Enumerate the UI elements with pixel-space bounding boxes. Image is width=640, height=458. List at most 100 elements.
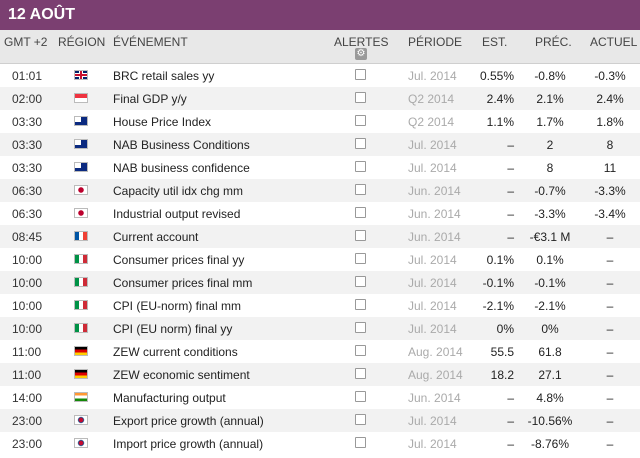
event-period: Jul. 2014 [408, 161, 457, 175]
alert-checkbox[interactable] [355, 115, 366, 126]
event-actual: -3.3% [594, 184, 626, 198]
event-time: 10:00 [12, 299, 43, 313]
table-row[interactable]: 06:30 Industrial output revised Jun. 2014 –… [0, 202, 640, 225]
event-estimate: 2.4% [486, 92, 514, 106]
event-period: Jul. 2014 [408, 322, 457, 336]
header-est[interactable]: EST. [482, 35, 508, 49]
alert-checkbox[interactable] [355, 368, 366, 379]
event-estimate: 55.5 [490, 345, 514, 359]
event-name[interactable]: Manufacturing output [113, 391, 226, 405]
event-name[interactable]: CPI (EU norm) final yy [113, 322, 233, 336]
gear-icon[interactable]: ⚙ [355, 48, 367, 60]
header-actual[interactable]: ACTUEL [590, 35, 638, 49]
table-row[interactable]: 03:30 House Price Index Q2 2014 1.1% 1.7% 1.8… [0, 110, 640, 133]
header-region[interactable]: RÉGION [58, 35, 106, 49]
event-name[interactable]: Current account [113, 230, 199, 244]
table-row[interactable]: 23:00 Export price growth (annual) Jul. 20… [0, 409, 640, 432]
alert-checkbox[interactable] [355, 207, 366, 218]
table-row[interactable]: 10:00 Consumer prices final yy Jul. 2014 0.… [0, 248, 640, 271]
event-name[interactable]: ZEW current conditions [113, 345, 238, 359]
event-name[interactable]: CPI (EU-norm) final mm [113, 299, 242, 313]
alert-checkbox[interactable] [355, 345, 366, 356]
event-estimate: 0.1% [486, 253, 514, 267]
alert-checkbox[interactable] [355, 92, 366, 103]
table-row[interactable]: 06:30 Capacity util idx chg mm Jun. 2014 – -… [0, 179, 640, 202]
alert-checkbox[interactable] [355, 322, 366, 333]
japan-flag-icon [74, 208, 88, 218]
header-period[interactable]: PÉRIODE [408, 35, 463, 49]
event-time: 23:00 [12, 437, 43, 451]
event-name[interactable]: Consumer prices final yy [113, 253, 245, 267]
header-prev[interactable]: PRÉC. [535, 35, 572, 49]
event-name[interactable]: Export price growth (annual) [113, 414, 264, 428]
event-name[interactable]: BRC retail sales yy [113, 69, 215, 83]
event-name[interactable]: House Price Index [113, 115, 212, 129]
alert-checkbox[interactable] [355, 69, 366, 80]
alert-checkbox[interactable] [355, 161, 366, 172]
event-time: 02:00 [12, 92, 43, 106]
event-previous: -0.8% [534, 69, 566, 83]
table-row[interactable]: 03:30 NAB Business Conditions Jul. 2014 – 2 8 [0, 133, 640, 156]
event-time: 11:00 [12, 368, 42, 382]
date-banner: 12 AOÛT [0, 0, 640, 30]
event-previous: 0.1% [536, 253, 564, 267]
event-previous: -0.1% [534, 276, 566, 290]
event-name[interactable]: Final GDP y/y [113, 92, 187, 106]
event-estimate: – [507, 138, 514, 152]
event-time: 10:00 [12, 253, 43, 267]
event-previous: 1.7% [536, 115, 564, 129]
event-name[interactable]: NAB Business Conditions [113, 138, 250, 152]
alert-checkbox[interactable] [355, 276, 366, 287]
table-row[interactable]: 08:45 Current account Jun. 2014 – -€3.1 M – [0, 225, 640, 248]
table-row[interactable]: 11:00 ZEW economic sentiment Aug. 2014 18.2… [0, 363, 640, 386]
event-name[interactable]: Industrial output revised [113, 207, 241, 221]
table-row[interactable]: 10:00 Consumer prices final mm Jul. 2014 -0… [0, 271, 640, 294]
germany-flag-icon [74, 369, 88, 379]
event-name[interactable]: Consumer prices final mm [113, 276, 253, 290]
event-name[interactable]: ZEW economic sentiment [113, 368, 250, 382]
event-time: 10:00 [12, 276, 43, 290]
table-row[interactable]: 02:00 Final GDP y/y Q2 2014 2.4% 2.1% 2.4% [0, 87, 640, 110]
table-row[interactable]: 23:00 Import price growth (annual) Jul. 20… [0, 432, 640, 455]
event-estimate: 0.55% [479, 69, 514, 83]
japan-flag-icon [74, 185, 88, 195]
event-previous: -10.56% [527, 414, 573, 428]
table-row[interactable]: 11:00 ZEW current conditions Aug. 2014 55.5… [0, 340, 640, 363]
event-actual: – [606, 299, 614, 313]
alert-checkbox[interactable] [355, 184, 366, 195]
event-previous: -3.3% [534, 207, 566, 221]
alert-checkbox[interactable] [355, 414, 366, 425]
event-actual: 8 [606, 138, 614, 152]
event-estimate: – [507, 230, 514, 244]
alert-checkbox[interactable] [355, 437, 366, 448]
event-name[interactable]: Capacity util idx chg mm [113, 184, 244, 198]
event-period: Q2 2014 [408, 115, 455, 129]
event-period: Jun. 2014 [408, 391, 461, 405]
event-estimate: – [507, 391, 514, 405]
table-row[interactable]: 03:30 NAB business confidence Jul. 2014 – 8 1… [0, 156, 640, 179]
alert-checkbox[interactable] [355, 138, 366, 149]
table-row[interactable]: 14:00 Manufacturing output Jun. 2014 – 4.8% – [0, 386, 640, 409]
alert-checkbox[interactable] [355, 253, 366, 264]
alert-checkbox[interactable] [355, 391, 366, 402]
table-row[interactable]: 01:01 BRC retail sales yy Jul. 2014 0.55% -0… [0, 64, 640, 87]
event-time: 11:00 [12, 345, 42, 359]
table-row[interactable]: 10:00 CPI (EU-norm) final mm Jul. 2014 -2.1… [0, 294, 640, 317]
event-name[interactable]: Import price growth (annual) [113, 437, 264, 451]
event-time: 14:00 [12, 391, 43, 405]
event-actual: – [606, 230, 614, 244]
event-previous: 2.1% [536, 92, 564, 106]
header-time[interactable]: GMT +2 [4, 35, 48, 49]
event-actual: – [606, 322, 614, 336]
table-row[interactable]: 10:00 CPI (EU norm) final yy Jul. 2014 0% 0%… [0, 317, 640, 340]
alert-checkbox[interactable] [355, 299, 366, 310]
header-alerts[interactable]: ALERTES [334, 35, 389, 49]
event-estimate: -0.1% [482, 276, 514, 290]
header-event[interactable]: ÉVÉNEMENT [113, 35, 188, 49]
alert-checkbox[interactable] [355, 230, 366, 241]
event-period: Jul. 2014 [408, 414, 457, 428]
event-name[interactable]: NAB business confidence [113, 161, 250, 175]
event-actual: – [606, 276, 614, 290]
event-estimate: – [507, 184, 514, 198]
event-actual: – [606, 368, 614, 382]
